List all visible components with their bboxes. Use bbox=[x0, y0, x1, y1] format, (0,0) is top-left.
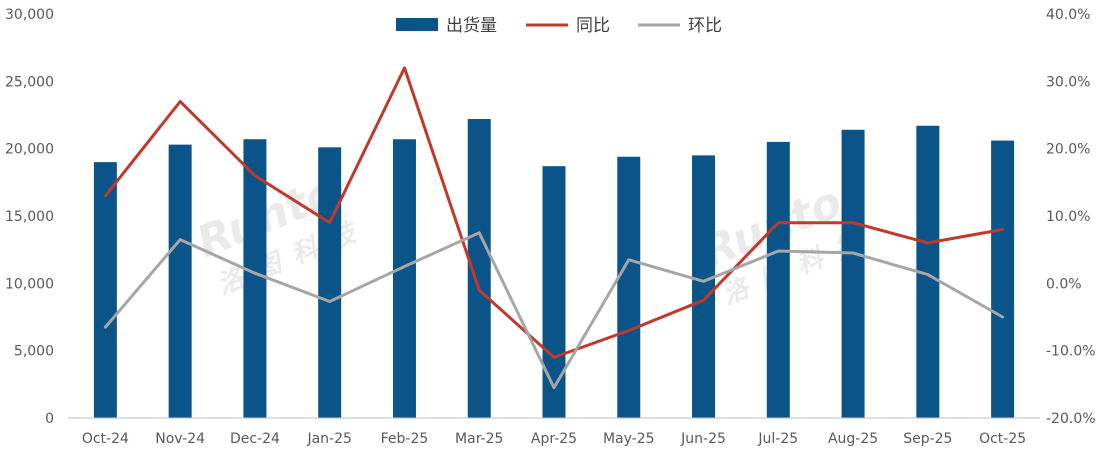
right-axis-tick-label: -10.0% bbox=[1046, 344, 1096, 360]
left-axis-tick-label: 25,000 bbox=[5, 74, 54, 90]
right-axis-tick-label: 40.0% bbox=[1046, 7, 1090, 23]
bar-series bbox=[93, 119, 1015, 419]
x-tick-label: Jul-25 bbox=[757, 431, 798, 447]
x-axis-ticks: Oct-24 Nov-24 Dec-24 Jan-25 Feb-25 Mar-25 Apr-… bbox=[82, 431, 1026, 447]
bar-Oct-25 bbox=[991, 140, 1015, 418]
bar-Apr-25 bbox=[542, 166, 566, 418]
right-axis-tick-label: 10.0% bbox=[1046, 209, 1090, 225]
x-tick-label: Oct-25 bbox=[979, 431, 1026, 447]
x-tick-label: Jan-25 bbox=[306, 431, 351, 447]
right-axis-tick-label: 0.0% bbox=[1046, 276, 1082, 292]
left-axis-tick-label: 15,000 bbox=[5, 209, 54, 225]
right-axis-tick-label: 30.0% bbox=[1046, 74, 1090, 90]
bar-Dec-24 bbox=[243, 139, 267, 419]
right-axis-tick-label: -20.0% bbox=[1046, 411, 1096, 427]
bar-Jun-25 bbox=[692, 155, 716, 418]
bar-Mar-25 bbox=[467, 119, 491, 418]
left-axis-tick-label: 5,000 bbox=[14, 344, 54, 360]
bar-Jul-25 bbox=[766, 141, 790, 418]
bar-Oct-24 bbox=[93, 162, 117, 418]
line-series bbox=[103, 66, 1005, 390]
x-tick-label: Mar-25 bbox=[455, 431, 503, 447]
line-环比 bbox=[103, 231, 1005, 390]
bar-Jan-25 bbox=[318, 147, 342, 418]
left-axis-ticks: 0 5,000 10,000 15,000 20,000 25,000 30,000 bbox=[5, 7, 54, 427]
bar-May-25 bbox=[617, 156, 641, 418]
legend: 出货量 同比 环比 bbox=[396, 16, 722, 36]
x-tick-label: Apr-25 bbox=[531, 431, 577, 447]
right-axis-ticks: -20.0% -10.0% 0.0% 10.0% 20.0% 30.0% 40.0% bbox=[1046, 7, 1096, 427]
x-tick-label: Nov-24 bbox=[155, 431, 205, 447]
x-tick-label: Sep-25 bbox=[903, 431, 952, 447]
left-axis-tick-label: 30,000 bbox=[5, 7, 54, 23]
line-同比 bbox=[103, 66, 1005, 359]
left-axis-tick-label: 10,000 bbox=[5, 276, 54, 292]
legend-swatch-bar bbox=[396, 18, 438, 31]
bar-Sep-25 bbox=[916, 125, 940, 419]
x-tick-label: May-25 bbox=[603, 431, 655, 447]
left-axis-tick-label: 20,000 bbox=[5, 142, 54, 158]
x-tick-label: Oct-24 bbox=[82, 431, 129, 447]
left-axis-tick-label: 0 bbox=[45, 411, 54, 427]
x-tick-label: Jun-25 bbox=[680, 431, 726, 447]
legend-label: 出货量 bbox=[446, 16, 497, 36]
x-tick-label: Feb-25 bbox=[381, 431, 429, 447]
x-tick-label: Dec-24 bbox=[230, 431, 280, 447]
bar-Nov-24 bbox=[168, 144, 192, 419]
legend-label: 环比 bbox=[688, 16, 722, 36]
right-axis-tick-label: 20.0% bbox=[1046, 142, 1090, 158]
bar-Aug-25 bbox=[841, 129, 865, 418]
legend-label: 同比 bbox=[576, 16, 610, 36]
bar-Feb-25 bbox=[392, 139, 416, 419]
x-tick-label: Aug-25 bbox=[828, 431, 878, 447]
